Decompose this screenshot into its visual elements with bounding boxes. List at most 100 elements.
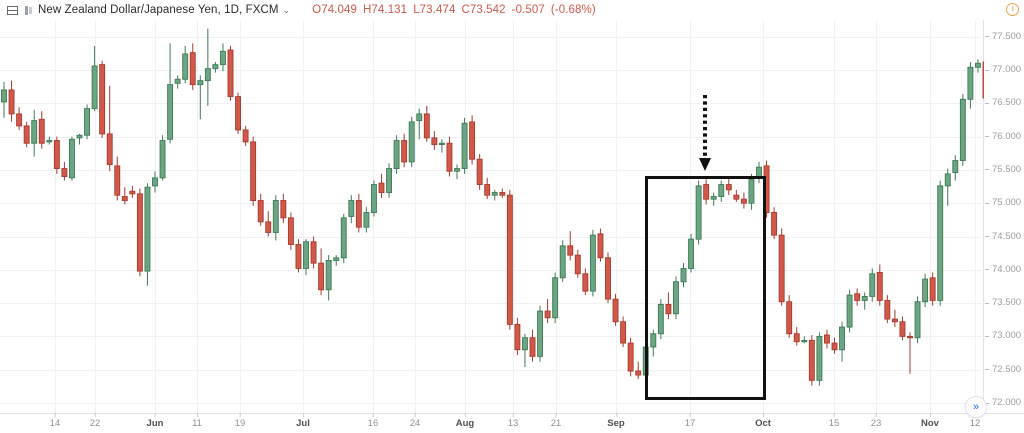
candle <box>76 133 83 145</box>
candle <box>831 337 838 354</box>
candle <box>680 263 687 288</box>
candlestick-series <box>1 28 984 386</box>
candle <box>91 45 98 112</box>
price-tick-label: 72.500 <box>985 364 1024 376</box>
candle <box>514 317 521 356</box>
gridline-horizontal <box>0 403 984 404</box>
candle <box>16 107 23 130</box>
candle <box>287 212 294 250</box>
candle <box>657 299 664 340</box>
gridline-vertical <box>95 20 96 413</box>
candle <box>295 239 302 273</box>
candle <box>559 240 566 282</box>
gridline-vertical <box>240 20 241 413</box>
candle <box>673 276 679 320</box>
candle <box>710 192 717 206</box>
time-axis[interactable]: 14 22 Jun 11 19 Jul 16 24 Aug 13 21 Sep 17 Oct 15 23 Nov… <box>0 413 1024 433</box>
gridline-vertical <box>930 20 931 413</box>
candle <box>650 329 657 357</box>
candle <box>824 329 830 349</box>
candle <box>257 193 264 226</box>
ohlc-high: H74.131 <box>363 4 408 16</box>
candle <box>808 335 815 386</box>
price-tick-label: 73.000 <box>985 330 1024 342</box>
candle <box>333 255 340 266</box>
candle <box>265 211 272 237</box>
candle <box>589 229 596 297</box>
candle <box>869 268 876 302</box>
time-tick-label: 19 <box>234 413 246 429</box>
candle <box>982 61 984 99</box>
time-tick-label: 15 <box>828 413 840 429</box>
candle <box>763 160 770 218</box>
down-arrow-annotation[interactable] <box>697 94 713 176</box>
time-tick-label: Sep <box>607 413 625 429</box>
price-tick-label: 77.500 <box>985 31 1024 43</box>
gridline-horizontal <box>0 369 984 371</box>
candle <box>801 336 808 344</box>
gridline-vertical <box>465 20 466 413</box>
candle <box>506 189 513 330</box>
gridline-vertical <box>834 20 835 413</box>
ohlc-low: L73.474 <box>413 4 456 16</box>
alert-circle-icon[interactable] <box>1006 3 1019 16</box>
candle <box>250 136 257 206</box>
candle <box>61 161 68 181</box>
ohlc-change: -0.507 <box>511 4 545 16</box>
candle <box>121 187 128 205</box>
candle <box>484 177 491 200</box>
candle <box>574 249 581 278</box>
price-tick-label: 75.500 <box>985 164 1024 176</box>
candle <box>627 337 634 377</box>
candle <box>718 180 725 202</box>
candle <box>793 327 800 346</box>
candle <box>695 180 702 245</box>
price-tick-label: 74.500 <box>985 231 1024 243</box>
candle <box>136 188 143 277</box>
candle <box>1 81 7 118</box>
price-tick-label: 77.000 <box>985 64 1024 76</box>
candle <box>914 296 921 344</box>
time-tick-label: Jun <box>146 413 164 429</box>
candle <box>84 104 91 140</box>
price-tick-label: 76.000 <box>985 131 1024 143</box>
candle <box>46 136 53 145</box>
arrow-head <box>699 158 711 171</box>
time-tick-label: Aug <box>455 413 475 429</box>
goto-realtime-button[interactable]: » <box>965 396 987 418</box>
candle <box>378 173 385 198</box>
candle <box>884 295 891 324</box>
candle <box>620 316 627 348</box>
price-axis[interactable]: 77.500 77.000 76.500 76.000 75.500 75.000 74.5… <box>985 20 1024 413</box>
candle <box>144 183 151 286</box>
price-tick-label: 74.000 <box>985 264 1024 276</box>
candle <box>129 185 136 198</box>
candle <box>612 293 619 326</box>
gridline-horizontal <box>0 103 984 105</box>
time-tick-label: 23 <box>870 413 882 429</box>
ohlc-change-percent: (-0.68%) <box>550 4 596 16</box>
candle <box>876 264 883 306</box>
chart-header: New Zealand Dollar/Japanese Yen, 1D, FXC… <box>0 0 1024 20</box>
candle <box>212 61 219 73</box>
candle <box>582 268 589 296</box>
gridline-horizontal <box>0 169 984 171</box>
symbol-title[interactable]: New Zealand Dollar/Japanese Yen, 1D, FXC… <box>38 4 279 16</box>
gridline-vertical <box>876 20 877 413</box>
candle <box>416 108 423 140</box>
candle <box>740 192 747 209</box>
candle <box>401 133 408 168</box>
gridline-horizontal <box>0 70 984 71</box>
candle <box>393 135 400 174</box>
candle <box>469 115 476 165</box>
candle <box>567 231 574 261</box>
chart-pane[interactable] <box>0 20 984 413</box>
chevron-down-icon[interactable]: ⌄ <box>282 4 291 15</box>
candle <box>325 255 332 301</box>
candle <box>552 272 559 324</box>
eye-icon[interactable] <box>6 4 19 17</box>
price-tick-label: 75.000 <box>985 197 1024 209</box>
candle <box>23 121 30 148</box>
candle <box>491 189 498 201</box>
